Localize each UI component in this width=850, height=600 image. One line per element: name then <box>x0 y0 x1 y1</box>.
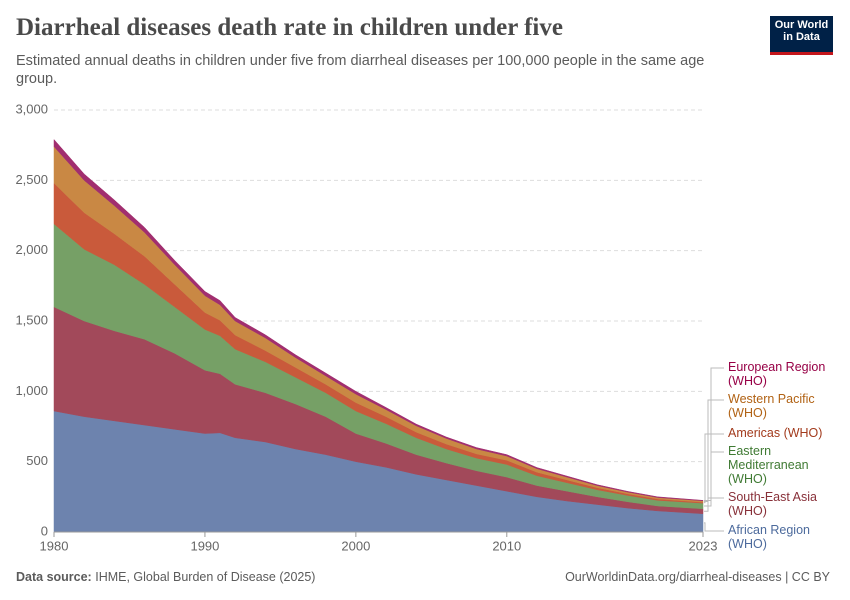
source-label: Data source: <box>16 570 92 584</box>
legend-label: Western Pacific (WHO) <box>728 392 815 420</box>
x-tick-label: 2010 <box>492 538 521 553</box>
footer-url[interactable]: OurWorldinData.org/diarrheal-diseases | … <box>565 570 830 584</box>
area <box>53 138 704 502</box>
legend-connector <box>704 433 724 504</box>
legend-connector <box>704 522 724 532</box>
legend-label: Eastern Mediterranean (WHO) <box>728 444 809 486</box>
x-tick-label: 1990 <box>190 538 219 553</box>
legend-connector <box>704 367 724 502</box>
x-tick-label: 2023 <box>689 538 718 553</box>
footer-source: Data source: IHME, Global Burden of Dise… <box>16 570 315 584</box>
legend-connector <box>704 497 724 512</box>
source: IHME, Global Burden of Disease (2025) <box>95 570 316 584</box>
y-tick-label: 3,000 <box>15 101 48 116</box>
legend-connector <box>704 399 724 502</box>
y-tick-label: 500 <box>26 453 48 468</box>
x-tick-label: 1980 <box>40 538 69 553</box>
y-tick-label: 2,500 <box>15 172 48 187</box>
chart-subtitle: Estimated annual deaths in children unde… <box>16 53 705 87</box>
y-tick-label: 2,000 <box>15 242 48 257</box>
y-tick-label: 1,000 <box>15 383 48 398</box>
logo[interactable]: Our World in Data <box>770 16 833 55</box>
x-tick-label: 2000 <box>341 538 370 553</box>
y-tick-label: 0 <box>41 523 48 538</box>
legend-label: African Region (WHO) <box>728 523 810 551</box>
legend-label: South-East Asia (WHO) <box>728 490 817 518</box>
legend-label: Americas (WHO) <box>728 426 823 440</box>
y-tick-label: 1,500 <box>15 312 48 327</box>
legend-label: European Region (WHO) <box>728 360 826 388</box>
chart-title: Diarrheal diseases death rate in childre… <box>16 14 563 41</box>
